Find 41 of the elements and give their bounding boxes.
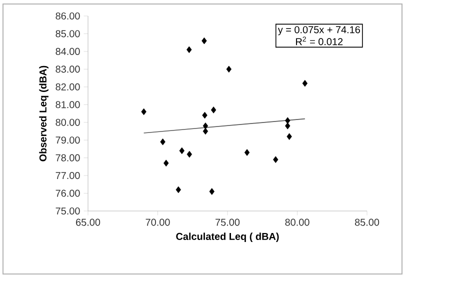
y-tick-label: 76.00 (56, 190, 80, 197)
point (164, 160, 169, 167)
point (244, 149, 250, 156)
point (179, 147, 184, 154)
x-tick-label: 70.00 (146, 218, 170, 226)
y-tick-label: 82.00 (56, 83, 80, 90)
point (273, 156, 278, 163)
x-tick-label: 75.00 (216, 218, 240, 226)
point (202, 122, 208, 130)
point (160, 138, 166, 146)
annotation: y = 0.075x + 74.16 (278, 26, 360, 36)
x-tick-label: 65.00 (76, 218, 100, 226)
y-tick-label: 80.00 (56, 118, 80, 126)
y-tick-label: 77.00 (56, 172, 80, 180)
point (302, 80, 308, 87)
x-tick-label: 85.00 (354, 218, 380, 226)
point (202, 128, 208, 135)
y-tick-label: 81.00 (56, 101, 80, 108)
point (202, 37, 207, 44)
point (226, 66, 232, 73)
point (186, 46, 192, 54)
annotation: R$^{2}$ = 0.012 (296, 36, 343, 46)
y-tick-label: 78.00 (56, 154, 80, 162)
point (209, 188, 214, 195)
y-axis-title: Observed Leq (dBA) (39, 66, 48, 162)
point (286, 133, 292, 140)
point (176, 186, 181, 194)
x-axis-title: Calculated Leq ( dBA) (176, 232, 279, 242)
y-tick-label: 79.00 (56, 136, 80, 144)
y-tick-label: 85.00 (56, 30, 80, 38)
x-tick-label: 80.00 (285, 218, 310, 226)
y-tick-label: 84.00 (56, 48, 80, 55)
y-tick-label: 86.00 (56, 12, 80, 20)
point (285, 122, 290, 130)
point (285, 117, 290, 124)
y-tick-label: 83.00 (56, 66, 80, 73)
point (202, 112, 208, 119)
point (141, 108, 146, 116)
point (210, 106, 216, 114)
y-tick-label: 75.00 (56, 207, 80, 215)
point (186, 150, 192, 158)
